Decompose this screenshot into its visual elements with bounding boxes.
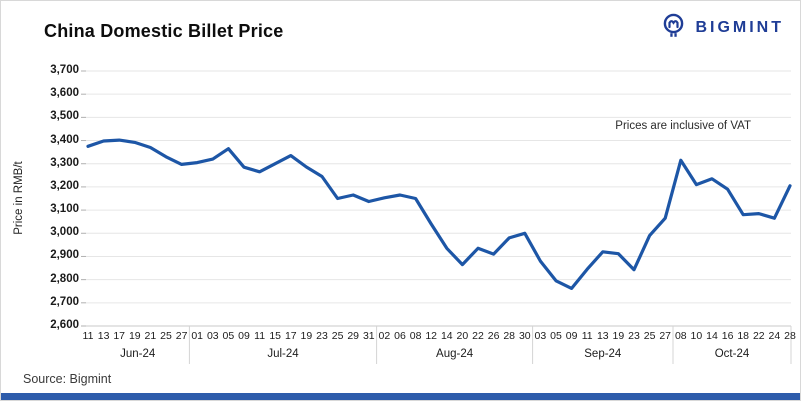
y-tick-label: 3,600 [50, 87, 79, 100]
x-tick-label: 27 [175, 330, 188, 342]
logo-wordmark: BIGMINT [695, 19, 784, 36]
x-tick-label: 21 [144, 330, 157, 342]
bigmint-logo: BIGMINT [660, 12, 784, 44]
month-label: Oct-24 [714, 348, 750, 360]
y-tick-label: 3,700 [50, 64, 79, 76]
x-tick-label: 22 [472, 330, 484, 342]
x-tick-label: 22 [752, 330, 765, 342]
x-tick-label: 03 [206, 330, 219, 342]
x-tick-label: 09 [238, 330, 250, 342]
x-tick-label: 13 [596, 330, 609, 342]
y-axis-title: Price in RMB/t [13, 161, 25, 235]
month-label: Jul-24 [267, 348, 299, 360]
x-tick-label: 24 [768, 330, 781, 342]
x-tick-label: 18 [737, 330, 750, 342]
x-tick-label: 16 [721, 330, 734, 342]
x-tick-label: 06 [394, 330, 406, 342]
x-tick-label: 14 [440, 330, 453, 342]
vat-annotation: Prices are inclusive of VAT [615, 120, 751, 132]
y-tick-label: 2,900 [50, 249, 79, 262]
x-tick-label: 15 [269, 330, 282, 342]
x-tick-label: 11 [581, 330, 593, 342]
y-tick-label: 2,600 [50, 319, 79, 331]
bottom-accent-bar [1, 393, 800, 400]
x-tick-label: 11 [254, 330, 266, 342]
x-tick-label: 23 [316, 330, 328, 342]
x-tick-label: 11 [82, 330, 94, 342]
x-tick-label: 14 [706, 330, 718, 342]
x-tick-label: 13 [97, 330, 110, 342]
x-tick-label: 25 [331, 330, 344, 342]
y-tick-label: 3,200 [50, 179, 79, 192]
miner-circle-icon [660, 12, 687, 44]
source-note: Source: Bigmint [23, 372, 112, 386]
x-tick-label: 25 [160, 330, 172, 342]
y-tick-label: 3,000 [50, 226, 79, 239]
x-tick-label: 08 [409, 330, 422, 342]
x-tick-label: 08 [674, 330, 687, 342]
x-tick-label: 03 [534, 330, 547, 342]
x-tick-label: 25 [643, 330, 656, 342]
x-tick-label: 28 [503, 330, 516, 342]
y-tick-label: 3,300 [50, 156, 79, 169]
x-tick-label: 17 [284, 330, 297, 342]
x-tick-label: 20 [456, 330, 469, 342]
x-tick-label: 05 [550, 330, 562, 342]
x-tick-label: 23 [628, 330, 640, 342]
x-tick-label: 31 [362, 330, 375, 342]
x-tick-label: 26 [487, 330, 500, 342]
x-tick-label: 27 [659, 330, 672, 342]
y-tick-label: 3,500 [50, 110, 79, 123]
y-tick-label: 2,800 [50, 272, 79, 285]
x-tick-label: 28 [784, 330, 796, 342]
x-tick-label: 12 [425, 330, 438, 342]
x-tick-label: 17 [113, 330, 126, 342]
x-tick-label: 29 [347, 330, 360, 342]
x-tick-label: 05 [222, 330, 235, 342]
x-tick-label: 09 [565, 330, 578, 342]
x-tick-label: 19 [612, 330, 625, 342]
month-label: Sep-24 [584, 348, 622, 360]
y-tick-label: 3,100 [50, 203, 79, 216]
price-line [86, 138, 792, 290]
y-tick-label: 3,400 [50, 133, 79, 146]
x-tick-label: 10 [690, 330, 703, 342]
x-tick-label: 02 [378, 330, 391, 342]
x-tick-label: 19 [128, 330, 141, 342]
x-tick-label: 01 [191, 330, 204, 342]
x-tick-label: 30 [518, 330, 531, 342]
chart-title: China Domestic Billet Price [44, 21, 284, 41]
x-tick-label: 19 [300, 330, 313, 342]
month-label: Aug-24 [436, 348, 474, 360]
month-label: Jun-24 [120, 348, 156, 360]
y-tick-label: 2,700 [50, 295, 79, 308]
